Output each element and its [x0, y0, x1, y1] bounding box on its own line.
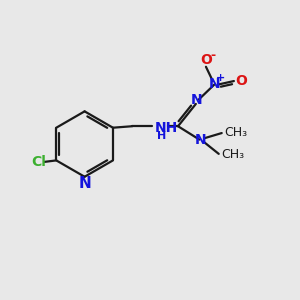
Text: Cl: Cl [31, 155, 46, 169]
Text: CH₃: CH₃ [221, 148, 244, 161]
Text: +: + [216, 73, 225, 83]
Text: N: N [78, 176, 91, 191]
Text: NH: NH [155, 121, 178, 135]
Text: O: O [235, 74, 247, 88]
Text: CH₃: CH₃ [224, 126, 247, 139]
Text: H: H [157, 131, 166, 141]
Text: N: N [195, 133, 207, 147]
Text: O: O [200, 53, 212, 67]
Text: N: N [190, 93, 202, 107]
Text: -: - [211, 49, 216, 62]
Text: N: N [208, 77, 220, 91]
